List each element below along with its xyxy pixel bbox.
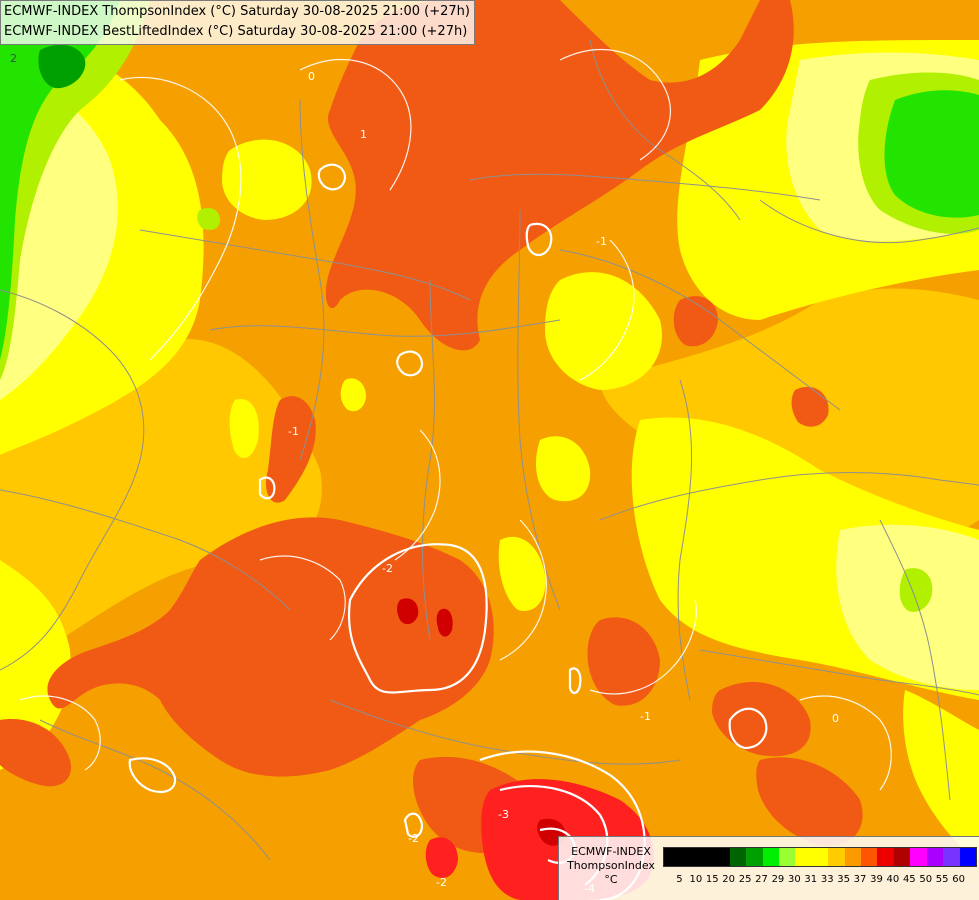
legend-tick-label: 40 [886,874,900,885]
contour-label: 2 [10,52,17,65]
contour-label: 0 [308,70,315,83]
legend-tick-label: 5 [676,874,683,885]
legend-swatch [861,848,878,866]
region-green [0,0,120,360]
contour-label: 1 [360,128,367,141]
region-dark-orange [587,617,660,706]
legend-tick-label: 39 [870,874,883,885]
legend-model: ECMWF-INDEX [571,845,651,858]
region-dark-orange [756,757,863,846]
legend-caption: ECMWF-INDEX ThompsonIndex °C [561,845,661,887]
title-line-thompson-index: ECMWF-INDEX ThompsonIndex (°C) Saturday … [4,4,470,19]
region-light-orange [600,288,979,554]
legend-color-bar [663,847,977,867]
region-dark-red [397,598,419,625]
legend-tick-label: 45 [902,874,916,885]
contour-label: -1 [288,425,299,438]
contour-label: -1 [596,235,607,248]
region-dark-orange [47,517,494,777]
legend-unit: °C [604,873,618,886]
contour-label: -1 [640,710,651,723]
legend-swatch [795,848,812,866]
isolines-thin [19,49,892,791]
legend-swatch [696,848,714,866]
region-yellow [903,690,979,860]
legend-tick-label: 10 [689,874,703,885]
title-line-best-lifted-index: ECMWF-INDEX BestLiftedIndex (°C) Saturda… [4,24,468,39]
legend-swatch [664,848,681,866]
region-yellow [545,272,662,390]
color-legend: ECMWF-INDEX ThompsonIndex °C 5 10 15 20 25 27… [558,836,979,900]
legend-swatch [762,848,779,866]
legend-tick-label: 37 [853,874,867,885]
legend-swatch [943,848,960,866]
legend-swatch [729,848,747,866]
region-yellow [229,399,259,459]
legend-tick-label: 55 [935,874,949,885]
map-title: ECMWF-INDEX ThompsonIndex (°C) Saturday … [0,0,475,45]
country-borders [0,39,979,861]
legend-swatch [746,848,763,866]
region-yellow [340,378,366,412]
region-dark-orange [712,681,811,757]
legend-tick-label: 20 [722,874,736,885]
legend-swatch [893,848,911,866]
region-dark-orange [673,296,718,347]
region-dark-orange [265,396,316,503]
contour-label: -2 [408,832,419,845]
legend-tick-labels: 5 10 15 20 25 27 29 30 31 33 35 37 39 40 45 50 55 60 [663,874,975,888]
contour-label: 0 [832,712,839,725]
legend-parameter: ThompsonIndex [567,859,655,872]
contour-label: -2 [382,562,393,575]
region-red [425,837,458,878]
legend-swatch [811,848,829,866]
legend-swatch [844,848,862,866]
region-dark-orange [791,386,829,427]
legend-swatch [778,848,796,866]
legend-swatch [680,848,697,866]
region-green [197,208,220,230]
legend-tick-label: 30 [787,874,801,885]
legend-tick-label: 27 [755,874,768,885]
legend-swatch [713,848,730,866]
contour-label: -2 [436,876,447,889]
region-dark-red [436,608,453,637]
legend-tick-label: 15 [705,874,719,885]
contour-label: -3 [498,808,509,821]
legend-tick-label: 60 [952,874,965,885]
legend-swatch [828,848,845,866]
legend-tick-label: 35 [837,874,850,885]
region-yellow [535,436,591,502]
legend-swatch [926,848,944,866]
region-dark-orange [0,719,71,787]
region-dark-orange [325,0,794,351]
legend-swatch [910,848,927,866]
region-yellow [0,560,71,770]
legend-tick-label: 29 [771,874,785,885]
region-green-dark [38,44,86,89]
region-yellow [498,536,546,611]
legend-tick-label: 31 [804,874,818,885]
legend-tick-label: 33 [820,874,834,885]
region-yellow [222,139,312,220]
legend-tick-label: 25 [738,874,752,885]
legend-tick-label: 50 [919,874,933,885]
legend-swatch [959,848,977,866]
legend-swatch [877,848,894,866]
region-green [884,90,979,218]
